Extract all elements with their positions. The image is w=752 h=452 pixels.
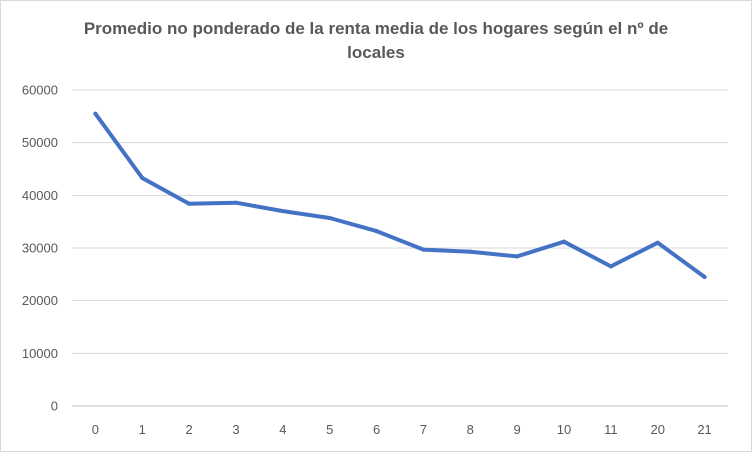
x-tick-label: 11 [604,422,618,437]
y-tick-label: 50000 [22,135,58,150]
data-point [374,229,379,234]
x-tick-label: 5 [326,422,333,437]
x-axis-tick-labels: 0 1 2 3 4 5 6 7 8 9 10 11 20 21 [92,422,712,437]
x-tick-label: 3 [232,422,239,437]
data-point [140,175,145,180]
data-point [234,200,238,205]
x-tick-label: 20 [650,422,664,437]
x-tick-label: 4 [279,422,286,437]
x-tick-label: 8 [467,422,474,437]
x-tick-label: 2 [186,422,193,437]
data-point [468,249,473,254]
y-tick-label: 40000 [22,188,58,203]
series-line [93,111,707,279]
x-tick-label: 7 [420,422,427,437]
x-tick-label: 1 [139,422,146,437]
y-axis-tick-labels: 0 10000 20000 30000 40000 50000 60000 [22,83,58,414]
data-point [93,111,98,116]
data-point [515,254,520,259]
data-point [702,274,707,279]
y-tick-label: 20000 [22,293,58,308]
x-tick-label: 0 [92,422,99,437]
data-point [562,239,566,244]
x-tick-label: 9 [514,422,521,437]
data-point [421,247,426,252]
data-point [327,215,332,220]
data-point [187,201,192,206]
x-tick-label: 6 [373,422,380,437]
y-tick-label: 0 [51,399,58,414]
data-point [608,264,613,269]
gridlines [72,89,728,407]
x-tick-label: 21 [697,422,711,437]
chart-title: Promedio no ponderado de la renta media … [83,19,669,62]
x-tick-label: 10 [557,422,571,437]
data-point [280,209,285,214]
data-point [655,240,660,245]
y-tick-label: 30000 [22,241,58,256]
y-tick-label: 60000 [22,83,58,98]
y-tick-label: 10000 [22,346,58,361]
series-layer [93,111,707,279]
